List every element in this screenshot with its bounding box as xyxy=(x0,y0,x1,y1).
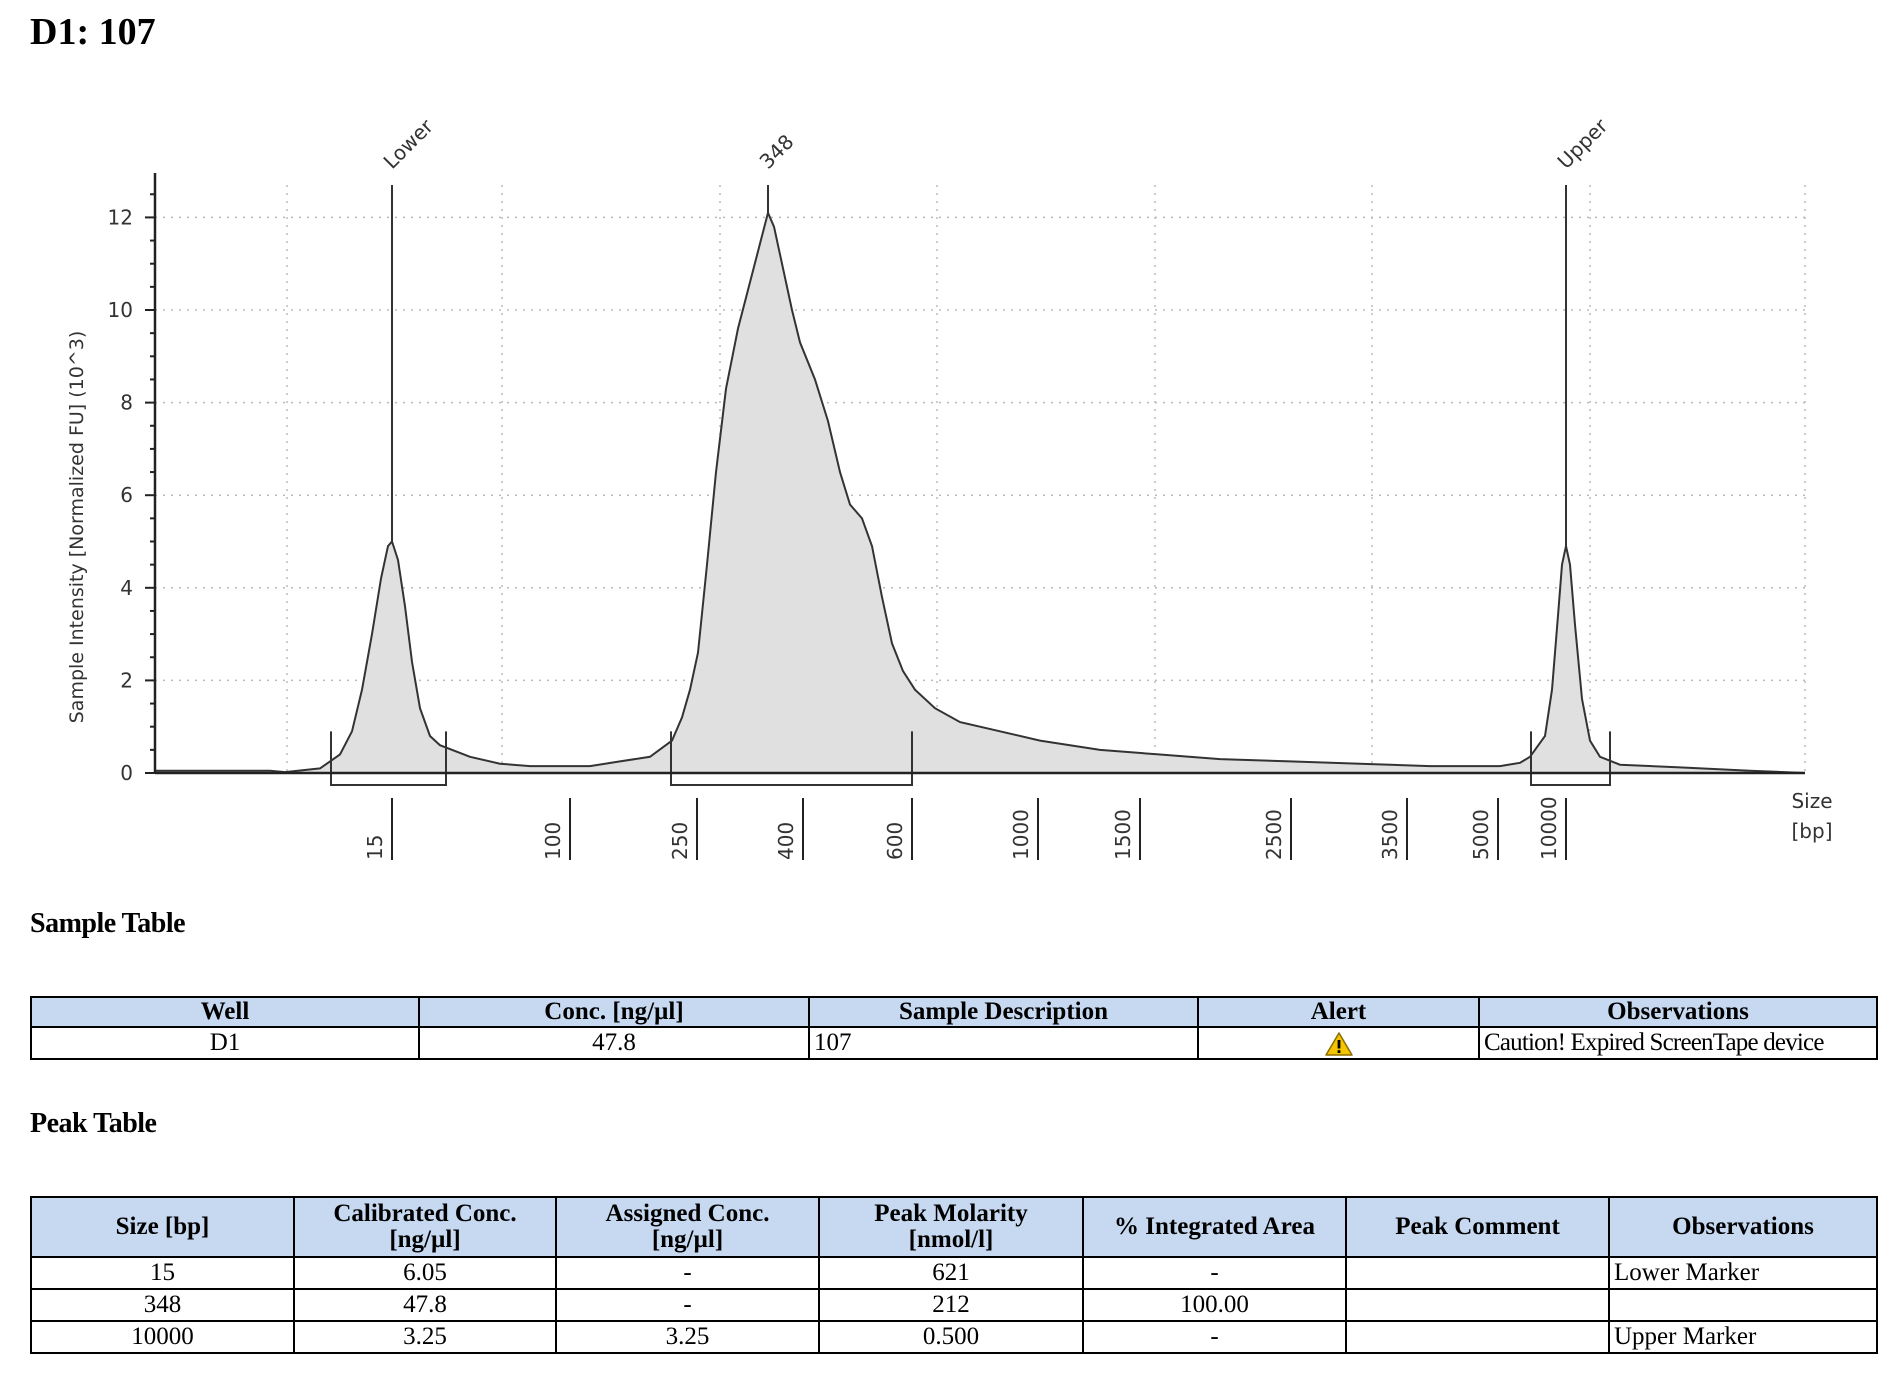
y-axis-label: Sample Intensity [Normalized FU] (10^3) xyxy=(66,331,88,724)
cell-size: 15 xyxy=(30,1256,295,1290)
x-tick-label: 600 xyxy=(883,822,907,860)
cell-observations: Caution! Expired ScreenTape device xyxy=(1478,1026,1878,1060)
sample-table-title: Sample Table xyxy=(30,908,186,939)
x-tick-label: 10000 xyxy=(1537,796,1561,860)
cell-observations xyxy=(1608,1288,1878,1322)
x-axis-label-line2: [bp] xyxy=(1792,819,1833,843)
cell-size: 10000 xyxy=(30,1320,295,1354)
col-header-conc: Conc. [ng/µl] xyxy=(418,996,810,1028)
x-tick-label: 250 xyxy=(668,822,692,860)
x-tick-label: 3500 xyxy=(1378,809,1402,860)
header-line: [nmol/l] xyxy=(908,1226,994,1253)
peak-label: Upper xyxy=(1553,113,1613,173)
page-title: D1: 107 xyxy=(30,11,156,53)
x-tick-label: 2500 xyxy=(1262,809,1286,860)
cell-conc: 47.8 xyxy=(418,1026,810,1060)
trace-fill xyxy=(155,212,1805,774)
header-line: Peak Molarity xyxy=(874,1200,1028,1227)
table-row: 348 47.8 - 212 100.00 xyxy=(30,1288,1878,1322)
col-header-assigned-conc: Assigned Conc. [ng/µl] xyxy=(555,1196,820,1258)
cell-observations: Lower Marker xyxy=(1608,1256,1878,1290)
cell-size: 348 xyxy=(30,1288,295,1322)
cell-molarity: 621 xyxy=(818,1256,1084,1290)
cell-calibrated-conc: 3.25 xyxy=(293,1320,557,1354)
y-tick-label: 12 xyxy=(108,205,133,229)
col-header-calibrated-conc: Calibrated Conc. [ng/µl] xyxy=(293,1196,557,1258)
peak-table: Size [bp] Calibrated Conc. [ng/µl] Assig… xyxy=(30,1196,1878,1354)
cell-calibrated-conc: 6.05 xyxy=(293,1256,557,1290)
cell-observations: Upper Marker xyxy=(1608,1320,1878,1354)
x-tick-label: 400 xyxy=(774,822,798,860)
integration-bracket xyxy=(670,731,913,786)
x-tick-label: 5000 xyxy=(1469,809,1493,860)
col-header-alert: Alert xyxy=(1197,996,1480,1028)
peak-label: Lower xyxy=(379,114,439,174)
header-line: [ng/µl] xyxy=(389,1226,461,1253)
cell-area: 100.00 xyxy=(1082,1288,1347,1322)
y-tick-label: 4 xyxy=(120,576,133,600)
integration-bracket xyxy=(1530,731,1611,786)
col-header-size: Size [bp] xyxy=(30,1196,295,1258)
col-header-observations: Observations xyxy=(1478,996,1878,1028)
header-line: Calibrated Conc. xyxy=(333,1200,517,1227)
cell-area: - xyxy=(1082,1320,1347,1354)
table-row: D1 47.8 107 Caution! Expired ScreenTape … xyxy=(30,1026,1878,1060)
cell-assigned-conc: 3.25 xyxy=(555,1320,820,1354)
cell-well: D1 xyxy=(30,1026,420,1060)
x-ticks: 15 100 250 400 600 1000 1500 2500 3500 5000 10000 xyxy=(363,796,1567,860)
cell-description: 107 xyxy=(808,1026,1199,1060)
cell-calibrated-conc: 47.8 xyxy=(293,1288,557,1322)
cell-assigned-conc: - xyxy=(555,1256,820,1290)
cell-molarity: 0.500 xyxy=(818,1320,1084,1354)
cell-molarity: 212 xyxy=(818,1288,1084,1322)
peak-label: 348 xyxy=(755,130,799,174)
y-ticks: 0 2 4 6 8 10 12 xyxy=(108,193,155,785)
header-line: [ng/µl] xyxy=(651,1226,724,1253)
y-tick-label: 2 xyxy=(120,668,133,692)
y-tick-label: 10 xyxy=(108,298,133,322)
col-header-well: Well xyxy=(30,996,420,1028)
chart-grid xyxy=(155,185,1806,773)
col-header-observations: Observations xyxy=(1608,1196,1878,1258)
x-tick-label: 100 xyxy=(541,822,565,860)
cell-comment xyxy=(1345,1256,1610,1290)
table-row: 15 6.05 - 621 - Lower Marker xyxy=(30,1256,1878,1290)
header-line: Assigned Conc. xyxy=(605,1200,770,1227)
sample-table: Well Conc. [ng/µl] Sample Description Al… xyxy=(30,996,1878,1060)
col-header-peak-comment: Peak Comment xyxy=(1345,1196,1610,1258)
peak-markers: Lower 348 Upper xyxy=(379,113,1613,547)
warning-icon xyxy=(1324,1032,1353,1057)
electropherogram-chart: Lower 348 Upper 0 2 4 6 8 10 12 15 100 250 400 600 10… xyxy=(66,113,1833,860)
x-axis-label-line1: Size xyxy=(1791,789,1832,813)
cell-alert xyxy=(1197,1026,1480,1060)
cell-area: - xyxy=(1082,1256,1347,1290)
peak-table-title: Peak Table xyxy=(30,1108,157,1139)
integration-bracket xyxy=(330,731,447,786)
y-tick-label: 0 xyxy=(120,761,133,785)
sample-table-header: Well Conc. [ng/µl] Sample Description Al… xyxy=(30,996,1878,1028)
cell-assigned-conc: - xyxy=(555,1288,820,1322)
col-header-description: Sample Description xyxy=(808,996,1199,1028)
peak-brackets xyxy=(330,731,1611,786)
cell-comment xyxy=(1345,1320,1610,1354)
trace-line xyxy=(155,209,1806,774)
cell-comment xyxy=(1345,1288,1610,1322)
y-tick-label: 8 xyxy=(120,391,133,415)
table-row: 10000 3.25 3.25 0.500 - Upper Marker xyxy=(30,1320,1878,1354)
x-tick-label: 15 xyxy=(363,835,387,860)
y-tick-label: 6 xyxy=(120,483,133,507)
x-tick-label: 1000 xyxy=(1009,809,1033,860)
peak-table-header: Size [bp] Calibrated Conc. [ng/µl] Assig… xyxy=(30,1196,1878,1258)
col-header-integrated-area: % Integrated Area xyxy=(1082,1196,1347,1258)
col-header-peak-molarity: Peak Molarity [nmol/l] xyxy=(818,1196,1084,1258)
x-tick-label: 1500 xyxy=(1111,809,1135,860)
